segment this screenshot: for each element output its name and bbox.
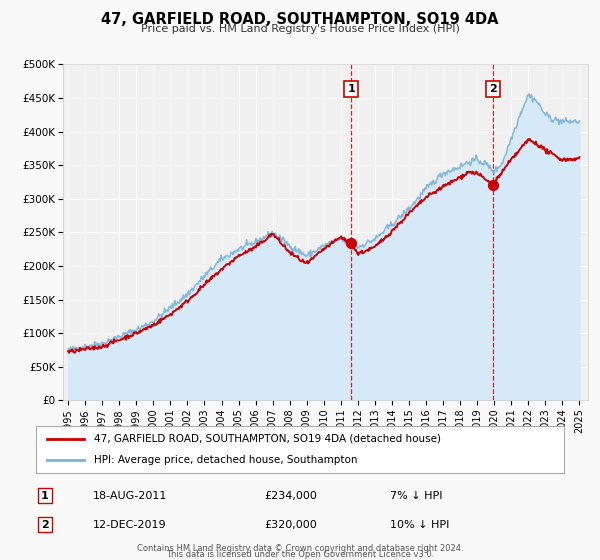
Text: 7% ↓ HPI: 7% ↓ HPI <box>390 491 443 501</box>
Text: 10% ↓ HPI: 10% ↓ HPI <box>390 520 449 530</box>
Point <box>488 181 498 190</box>
Text: 2: 2 <box>41 520 49 530</box>
Point <box>347 239 356 248</box>
Text: 2: 2 <box>490 84 497 94</box>
Text: Contains HM Land Registry data © Crown copyright and database right 2024.: Contains HM Land Registry data © Crown c… <box>137 544 463 553</box>
Text: £320,000: £320,000 <box>264 520 317 530</box>
Text: HPI: Average price, detached house, Southampton: HPI: Average price, detached house, Sout… <box>94 455 358 465</box>
Text: 18-AUG-2011: 18-AUG-2011 <box>93 491 167 501</box>
Text: 12-DEC-2019: 12-DEC-2019 <box>93 520 167 530</box>
Text: 47, GARFIELD ROAD, SOUTHAMPTON, SO19 4DA (detached house): 47, GARFIELD ROAD, SOUTHAMPTON, SO19 4DA… <box>94 434 441 444</box>
Text: 1: 1 <box>347 84 355 94</box>
Text: £234,000: £234,000 <box>264 491 317 501</box>
Text: 1: 1 <box>41 491 49 501</box>
Text: Price paid vs. HM Land Registry's House Price Index (HPI): Price paid vs. HM Land Registry's House … <box>140 24 460 34</box>
Text: This data is licensed under the Open Government Licence v3.0.: This data is licensed under the Open Gov… <box>166 550 434 559</box>
Text: 47, GARFIELD ROAD, SOUTHAMPTON, SO19 4DA: 47, GARFIELD ROAD, SOUTHAMPTON, SO19 4DA <box>101 12 499 27</box>
